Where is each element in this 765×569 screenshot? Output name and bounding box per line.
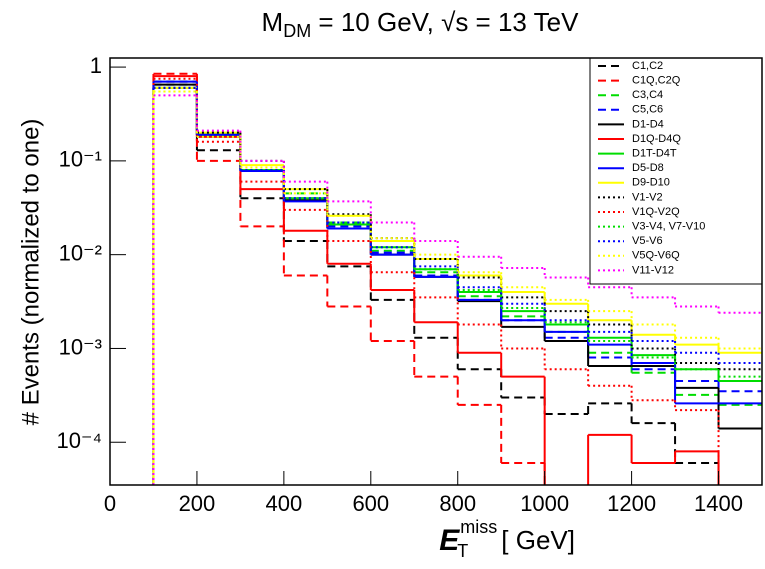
legend-label: D1Q-D4Q — [632, 133, 681, 145]
x-tick-label: 1000 — [520, 491, 569, 516]
x-tick-label: 1200 — [607, 491, 656, 516]
y-tick-label: 10⁻³ — [59, 334, 102, 359]
x-axis-label: ETmiss[ GeV] — [439, 517, 575, 561]
x-tick-label: 400 — [266, 491, 303, 516]
y-tick-label: 10⁻⁴ — [56, 428, 102, 453]
legend-label: V3-V4, V7-V10 — [632, 221, 705, 233]
legend-box — [589, 57, 763, 285]
legend-label: V5Q-V6Q — [632, 250, 680, 262]
legend-label: D5-D8 — [632, 162, 664, 174]
x-tick-label: 0 — [104, 491, 116, 516]
legend-label: C3,C4 — [632, 89, 663, 101]
legend-label: V11-V12 — [632, 264, 674, 276]
legend-label: D1T-D4T — [632, 148, 677, 160]
legend-label: V1-V2 — [632, 191, 663, 203]
y-tick-label: 1 — [90, 53, 102, 78]
legend: C1,C2 C1Q,C2Q C3,C4 C5,C6 D1-D4 D1Q-D4Q D1T-D4… — [589, 57, 763, 285]
legend-label: C5,C6 — [632, 104, 663, 116]
legend-label: D9-D10 — [632, 177, 670, 189]
x-tick-label: 200 — [179, 491, 216, 516]
legend-label: V1Q-V2Q — [632, 206, 680, 218]
legend-label: D1-D4 — [632, 118, 664, 130]
legend-label: V5-V6 — [632, 235, 663, 247]
chart-title: MDM = 10 GeV, √s = 13 TeV — [262, 7, 580, 41]
x-tick-label: 800 — [439, 491, 476, 516]
y-tick-label: 10⁻¹ — [59, 147, 102, 172]
legend-label: C1,C2 — [632, 60, 663, 72]
plot-area — [152, 72, 762, 485]
x-tick-label: 600 — [352, 491, 389, 516]
y-tick-label: 10⁻² — [59, 240, 102, 265]
y-axis-label: # Events (normalized to one) — [17, 119, 44, 426]
legend-label: C1Q,C2Q — [632, 75, 681, 87]
x-tick-label: 1400 — [694, 491, 743, 516]
